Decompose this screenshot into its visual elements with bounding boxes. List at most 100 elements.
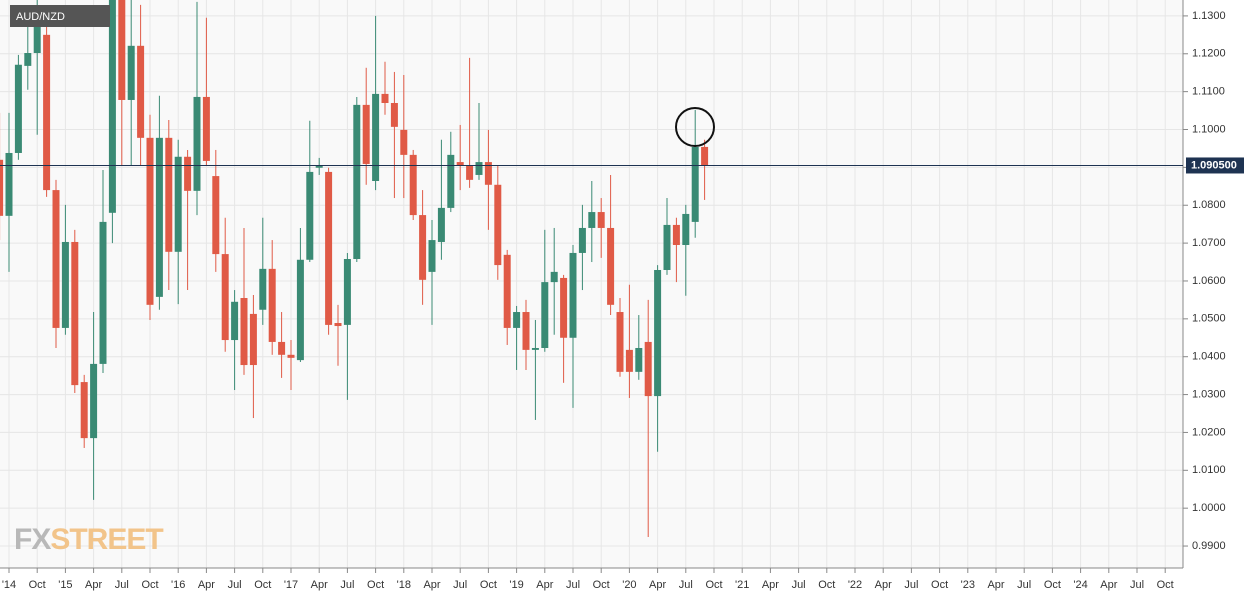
x-tick-label: '20 [622,579,636,591]
x-tick-label: Apr [423,579,440,591]
y-tick-label: 1.1100 [1192,86,1225,98]
candle-body [503,254,511,328]
x-tick-label: '21 [735,579,749,591]
x-tick-label: Jul [453,579,467,591]
candles [0,0,709,537]
y-tick-label: 1.0800 [1192,199,1226,211]
x-tick-label: Oct [818,579,835,591]
candle-body [155,137,163,297]
x-tick-label: Oct [1157,579,1174,591]
candle-body [531,347,539,350]
candle-body [578,227,586,253]
y-tick-label: 1.0100 [1192,464,1226,476]
candle-body [334,323,342,327]
candle-body [362,104,370,164]
y-tick-label: 1.1200 [1192,48,1226,60]
x-tick-label: '19 [509,579,523,591]
candle-body [5,152,13,216]
candle-body [296,259,304,361]
y-tick-label: 1.0300 [1192,388,1226,400]
candle-body [52,190,60,328]
candle-body [268,268,276,342]
candle-body [193,96,201,191]
candle-body [221,254,229,341]
x-tick-label: Oct [931,579,948,591]
candle-body [212,176,220,255]
x-tick-label: Apr [649,579,666,591]
candle-body [240,298,248,366]
x-tick-label: Jul [340,579,354,591]
x-tick-label: '15 [58,579,72,591]
candle-body [43,34,51,191]
x-tick-label: Oct [593,579,610,591]
x-tick-label: Jul [115,579,129,591]
candle-body [33,14,41,54]
candle-body [691,146,699,222]
x-tick-label: Oct [29,579,46,591]
candle-body [588,212,596,228]
x-tick-label: Jul [1130,579,1144,591]
candle-body [24,53,32,66]
price-label-box [1186,157,1244,174]
x-tick-label: Oct [705,579,722,591]
x-tick-label: Oct [141,579,158,591]
candle-body [127,45,135,100]
candle-body [174,156,182,252]
title-box [10,5,110,27]
candle-body [522,312,530,350]
y-tick-label: 1.0600 [1192,275,1226,287]
candle-body [437,207,445,242]
candle-body [343,259,351,325]
candle-body [682,213,690,245]
candle-body [381,93,389,103]
candle-body [325,171,333,325]
candle-body [494,184,502,266]
candle-body [550,271,558,283]
x-tick-label: Jul [228,579,242,591]
plot-area [0,0,1183,568]
x-tick-label: '18 [397,579,411,591]
x-tick-label: Apr [536,579,553,591]
y-tick-label: 1.0400 [1192,351,1226,363]
watermark-street: STREET [50,523,163,556]
x-tick-label: Jul [792,579,806,591]
candle-body [306,171,314,260]
candle-body [372,93,380,182]
candle-body [137,45,145,138]
candle-body [71,241,79,386]
y-tick-label: 1.1300 [1192,10,1226,22]
candle-body [428,240,436,272]
candle-body [202,96,210,161]
candle-body [597,212,605,228]
x-tick-label: Jul [904,579,918,591]
candle-body [278,341,286,355]
x-tick-label: Apr [85,579,102,591]
candle-body [560,277,568,338]
x-tick-label: Oct [367,579,384,591]
x-tick-label: Apr [311,579,328,591]
y-tick-label: 1.1000 [1192,123,1226,135]
chart-title: AUD/NZD [16,11,65,23]
x-tick-label: Jul [566,579,580,591]
candle-body [287,354,295,358]
y-tick-label: 1.0000 [1192,502,1226,514]
candle-body [259,268,267,310]
candle-body [569,252,577,338]
x-tick-label: Apr [198,579,215,591]
x-tick-label: '24 [1073,579,1087,591]
watermark-text: FXSTREET [14,523,163,556]
candle-body [456,162,464,166]
x-tick-label: Apr [987,579,1004,591]
candle-body [663,224,671,270]
candle-body [616,312,624,372]
candle-body [80,382,88,439]
x-tick-label: '17 [284,579,298,591]
candle-body [249,313,257,366]
x-tick-label: Apr [875,579,892,591]
candle-body [447,154,455,208]
candle-body [607,227,615,305]
candle-body [672,224,680,245]
candle-body [146,137,154,305]
x-tick-label: Jul [679,579,693,591]
